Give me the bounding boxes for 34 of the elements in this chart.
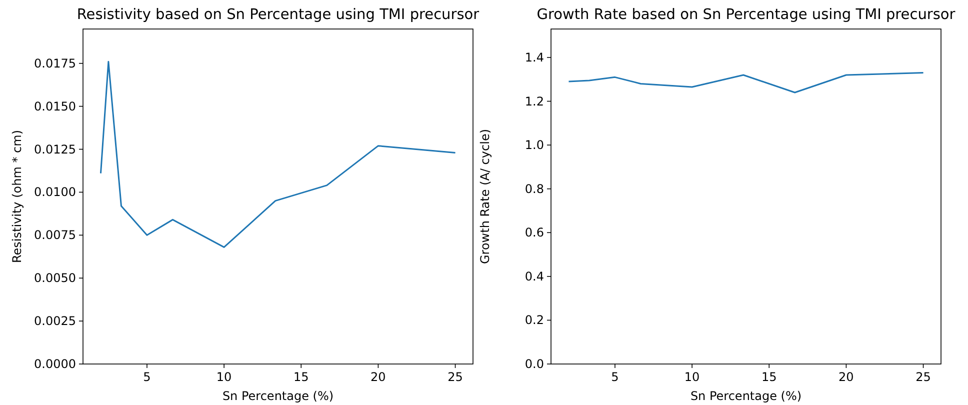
y-tick-label: 0.0125 (34, 142, 76, 156)
y-tick-label: 1.2 (524, 94, 544, 108)
x-tick-label: 15 (761, 370, 777, 384)
chart-title: Resistivity based on Sn Percentage using TMI precursor (76, 7, 480, 23)
y-tick-label: 0.8 (524, 182, 544, 196)
y-tick-label: 0.0075 (34, 228, 76, 242)
y-tick-label: 0.0000 (34, 357, 76, 371)
y-tick-label: 0.0 (524, 357, 544, 371)
x-tick-label: 15 (293, 370, 309, 384)
x-tick-label: 5 (143, 370, 151, 384)
x-tick-label: 20 (838, 370, 854, 384)
line-series (100, 60, 456, 248)
line-series (568, 72, 924, 94)
x-tick-label: 20 (370, 370, 386, 384)
x-tick-label: 5 (611, 370, 619, 384)
y-tick-label: 0.0100 (34, 185, 76, 200)
x-axis-title: Sn Percentage (%) (690, 389, 802, 403)
y-tick-label: 0.6 (524, 226, 544, 240)
x-tick-label: 10 (216, 370, 232, 384)
y-tick-label: 0.4 (524, 269, 544, 284)
y-tick-label: 0.2 (524, 313, 544, 328)
x-tick-label: 25 (916, 370, 931, 384)
y-tick-label: 0.0025 (34, 314, 76, 328)
x-tick-label: 10 (684, 370, 700, 384)
chart-title: Growth Rate based on Sn Percentage using TMI precursor (536, 7, 956, 23)
y-tick-label: 0.0050 (34, 271, 76, 286)
y-tick-label: 0.0175 (34, 56, 76, 70)
y-tick-label: 1.4 (524, 50, 544, 64)
y-axis-title: Growth Rate (A/ cycle) (478, 128, 492, 264)
y-axis-title: Resistivity (ohm * cm) (10, 130, 24, 264)
y-tick-label: 0.0150 (34, 99, 76, 114)
x-tick-label: 25 (448, 370, 463, 384)
y-tick-label: 1.0 (524, 138, 544, 152)
x-axis-title: Sn Percentage (%) (222, 389, 334, 403)
